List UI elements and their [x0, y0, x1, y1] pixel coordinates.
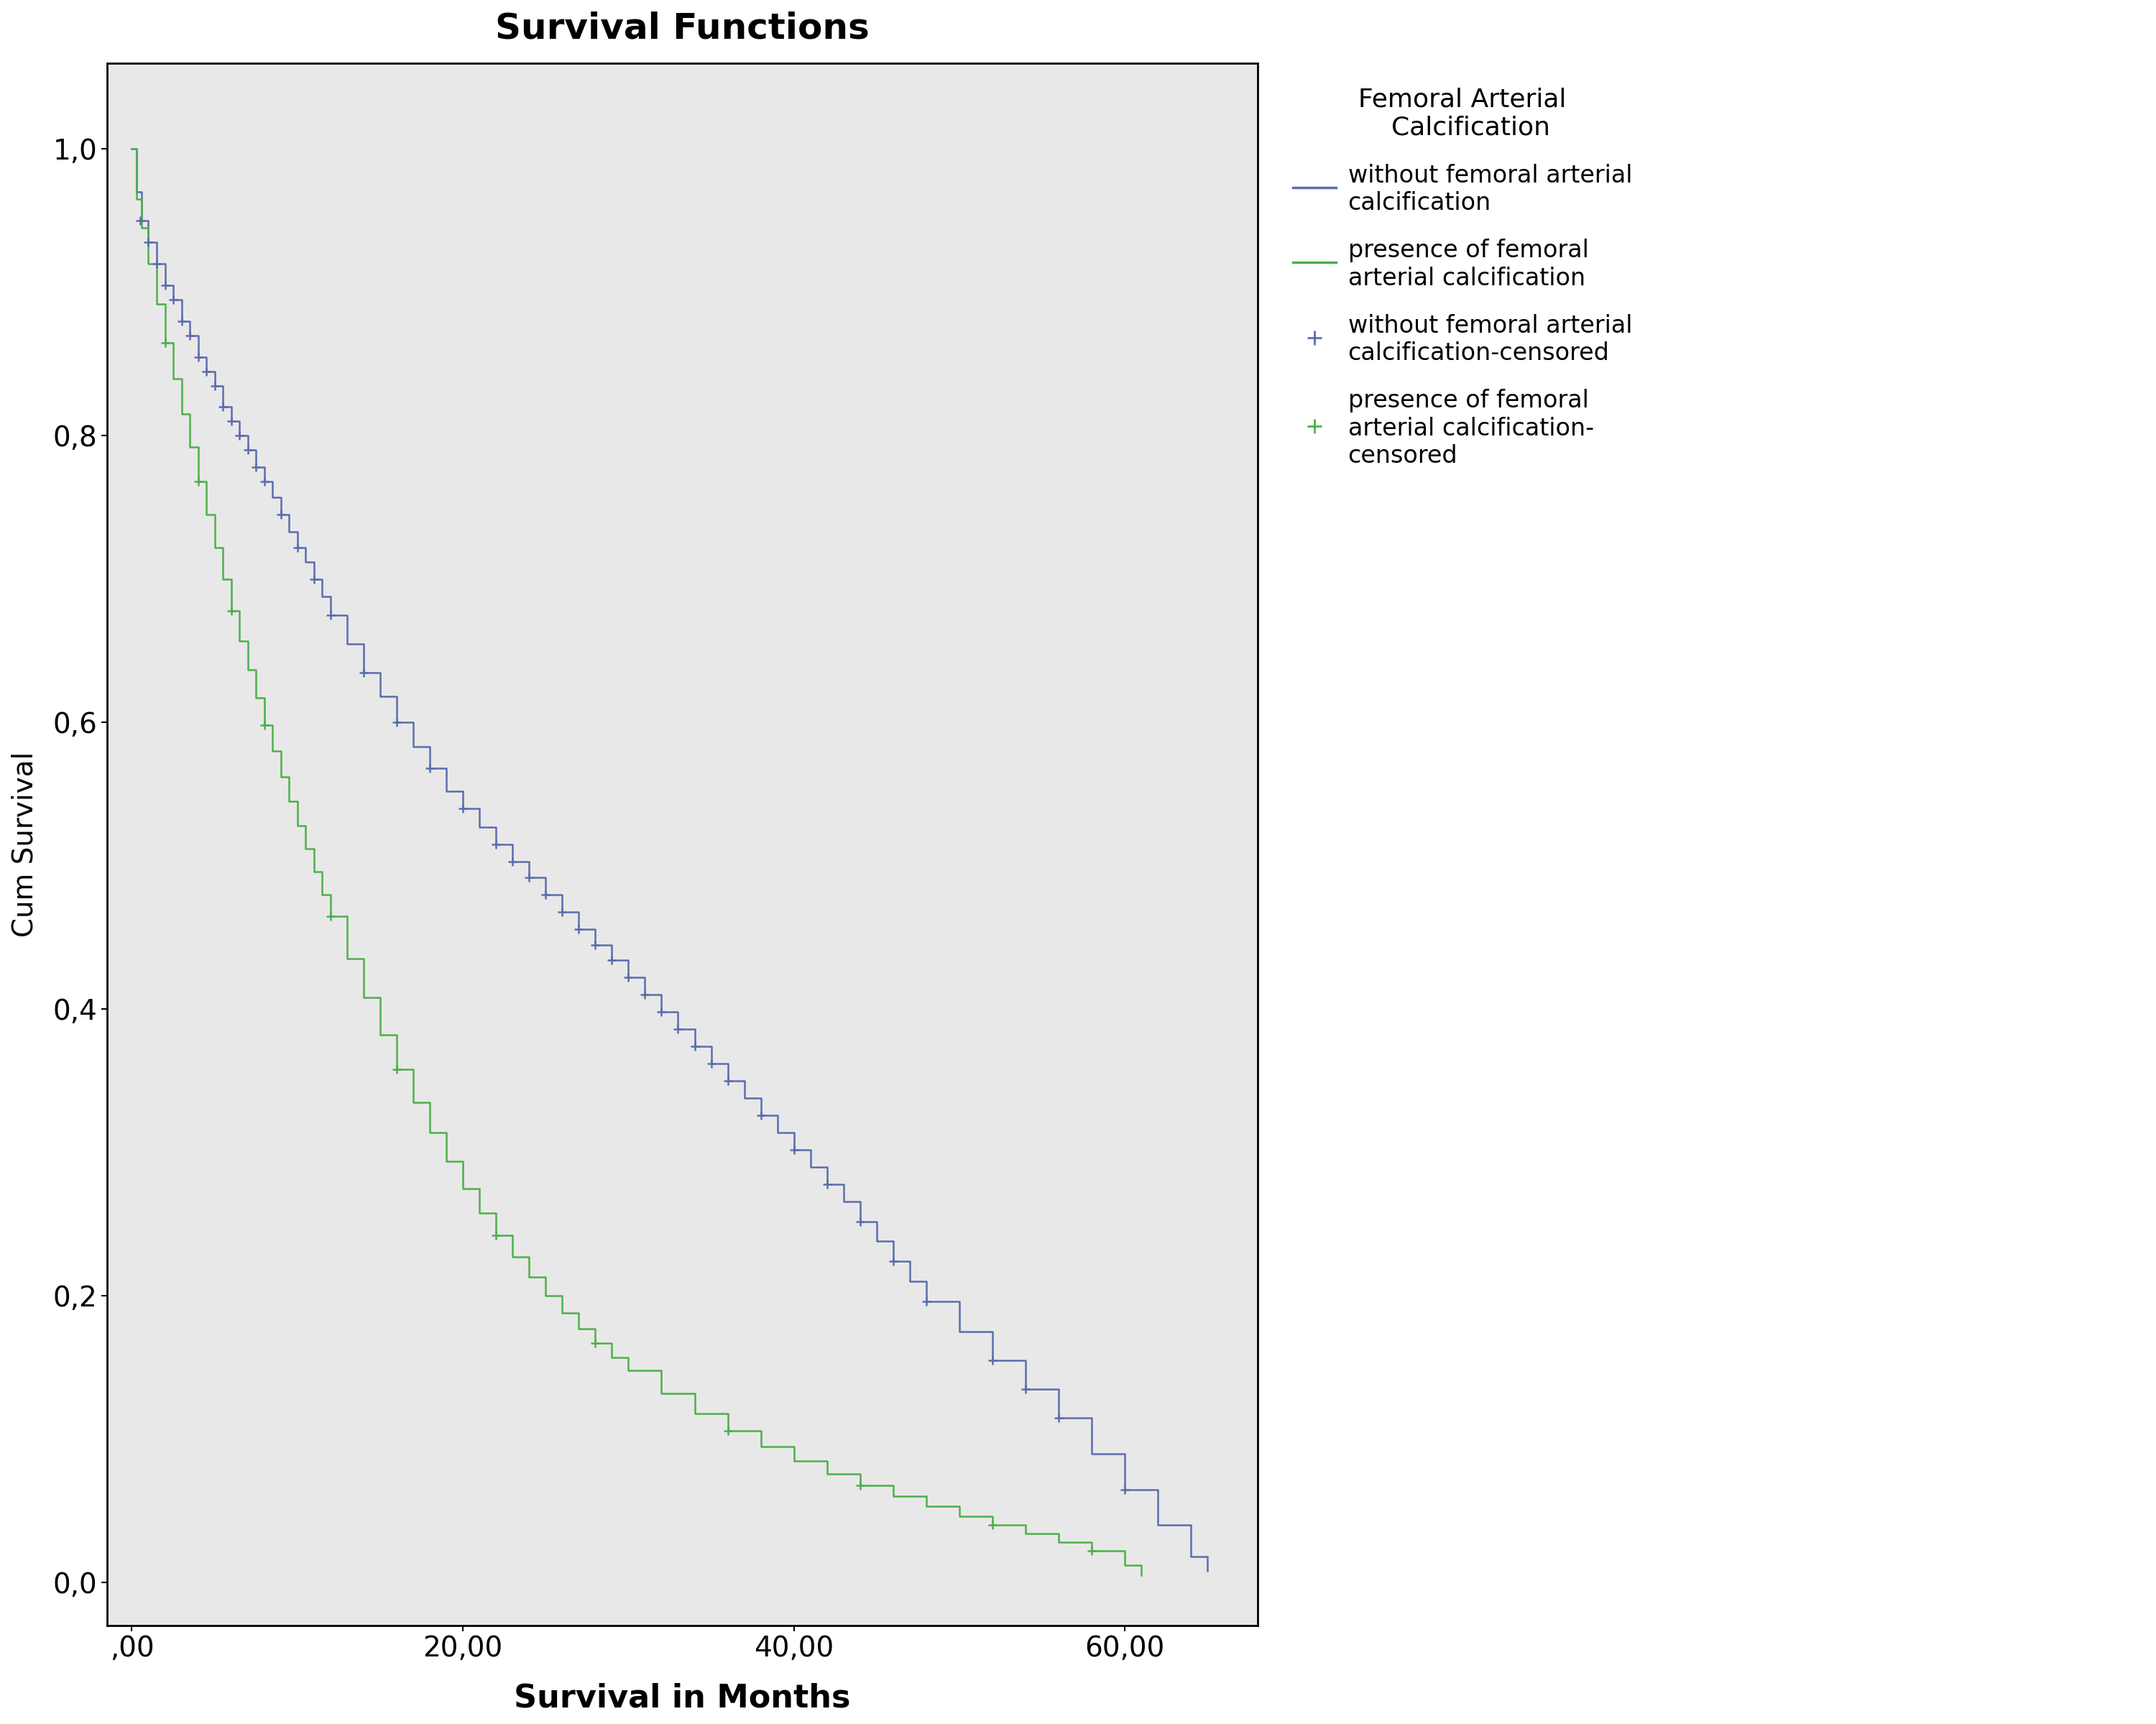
Title: Survival Functions: Survival Functions: [496, 10, 869, 45]
Y-axis label: Cum Survival: Cum Survival: [11, 752, 39, 938]
X-axis label: Survival in Months: Survival in Months: [513, 1683, 849, 1714]
Legend: without femoral arterial
calcification, presence of femoral
arterial calcificati: without femoral arterial calcification, …: [1281, 76, 1645, 479]
